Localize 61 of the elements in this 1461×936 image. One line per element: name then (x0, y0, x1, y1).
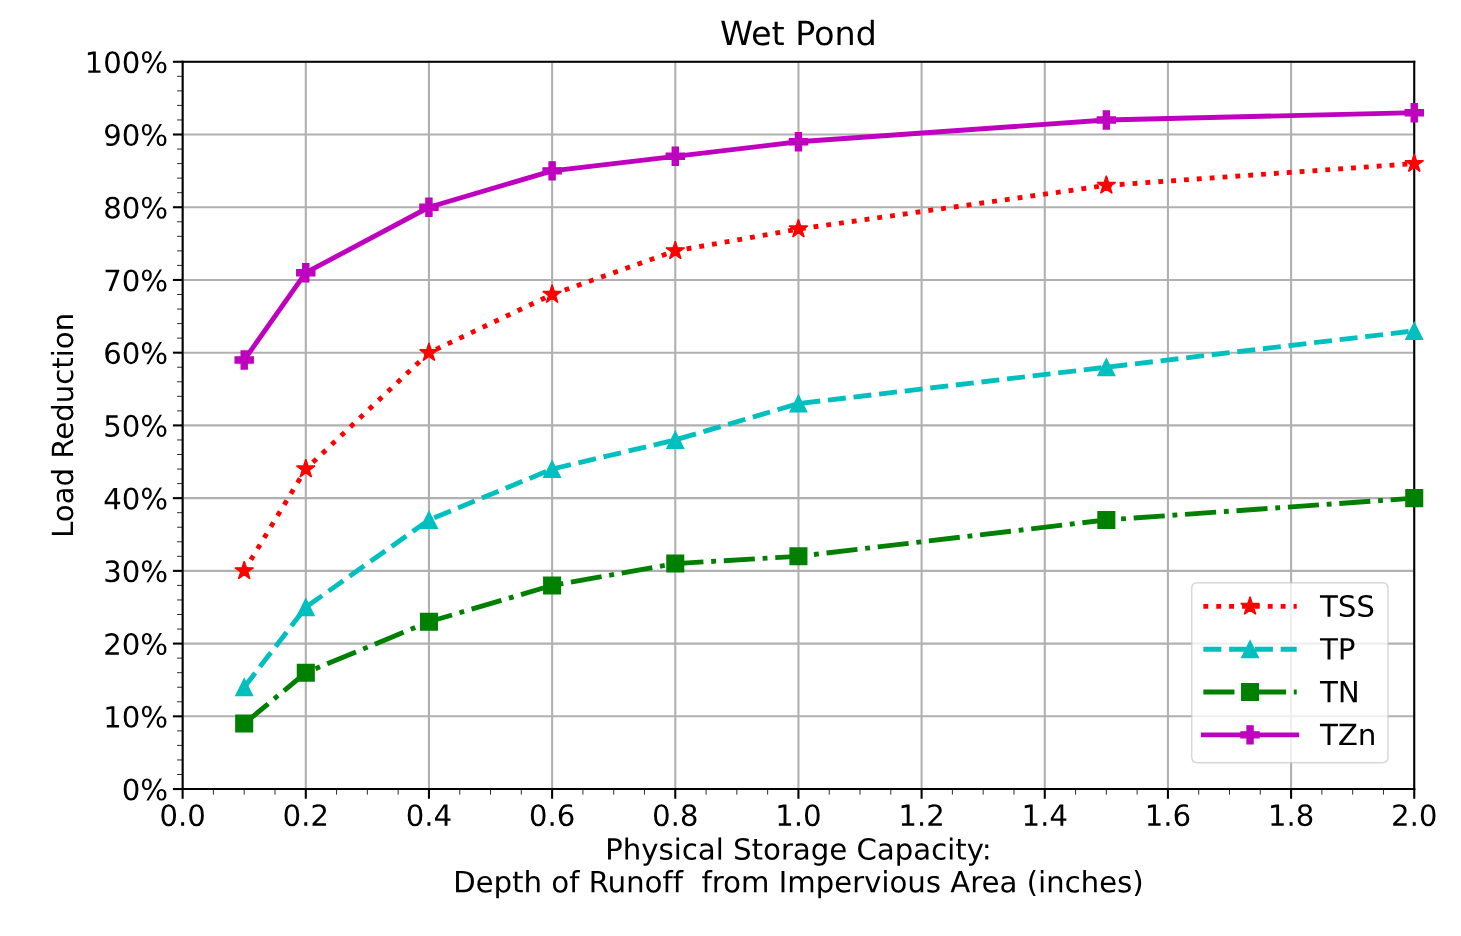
point (543, 460, 562, 479)
point (788, 218, 809, 238)
point (234, 560, 255, 580)
legend-label: TN (1319, 680, 1357, 703)
point (419, 197, 439, 217)
x-tick-label: 1.8 (1271, 804, 1313, 827)
legend-label: TP (1319, 638, 1355, 660)
legend-label: TZn (1319, 723, 1374, 746)
y-tick-label: 20% (105, 633, 167, 656)
x-tick-label: 0.8 (654, 804, 697, 827)
point (666, 430, 685, 449)
point (1404, 153, 1425, 173)
point (419, 342, 439, 362)
legend-label: TSS (1319, 594, 1374, 618)
y-tick-label: 30% (105, 560, 167, 583)
y-tick-label: 60% (105, 342, 167, 365)
point (1405, 321, 1424, 340)
point (789, 547, 808, 566)
point (543, 576, 562, 595)
y-tick-label: 10% (106, 705, 167, 728)
x-tick-label: 1.4 (1024, 804, 1067, 826)
point (1097, 358, 1116, 377)
x-tick-label: 0.6 (530, 804, 574, 827)
point (1096, 110, 1117, 130)
x-tick-label: 0.2 (284, 804, 327, 827)
point (665, 146, 685, 167)
point (1096, 174, 1117, 194)
point (542, 161, 562, 181)
point (419, 510, 438, 529)
point (296, 262, 316, 283)
point (1405, 489, 1424, 508)
x-axis-title: Physical Storage Capacity: Depth of Runoff from Impervious Area (inches) (456, 837, 1142, 899)
point (1097, 510, 1116, 529)
x-tick-label: 2.0 (1393, 804, 1436, 827)
point (295, 458, 316, 478)
y-tick-label: 70% (105, 269, 167, 292)
x-tick-label: 1.2 (901, 804, 942, 826)
x-tick-label: 1.6 (1147, 804, 1190, 827)
x-tick-label: 0.0 (161, 804, 204, 827)
point (788, 132, 809, 152)
x-tick-label: 0.4 (407, 804, 451, 827)
point (235, 714, 254, 733)
y-tick-label: 100% (87, 51, 167, 74)
x-tick-label: 1.0 (778, 804, 820, 827)
y-tick-label: 80% (105, 196, 167, 219)
y-tick-label: 40% (104, 487, 167, 510)
point (666, 554, 685, 573)
point (296, 598, 315, 617)
y-tick-label: 0% (123, 778, 167, 801)
y-tick-label: 50% (105, 414, 167, 437)
point (296, 663, 315, 682)
chart-title: Wet Pond (721, 19, 874, 46)
y-tick-label: 90% (105, 123, 167, 146)
y-axis-title: Load Reduction (50, 315, 74, 536)
point (542, 284, 563, 304)
point (665, 240, 686, 260)
point (419, 612, 438, 631)
point (1404, 102, 1424, 123)
point (234, 350, 254, 370)
point (235, 678, 254, 697)
point (789, 394, 808, 413)
